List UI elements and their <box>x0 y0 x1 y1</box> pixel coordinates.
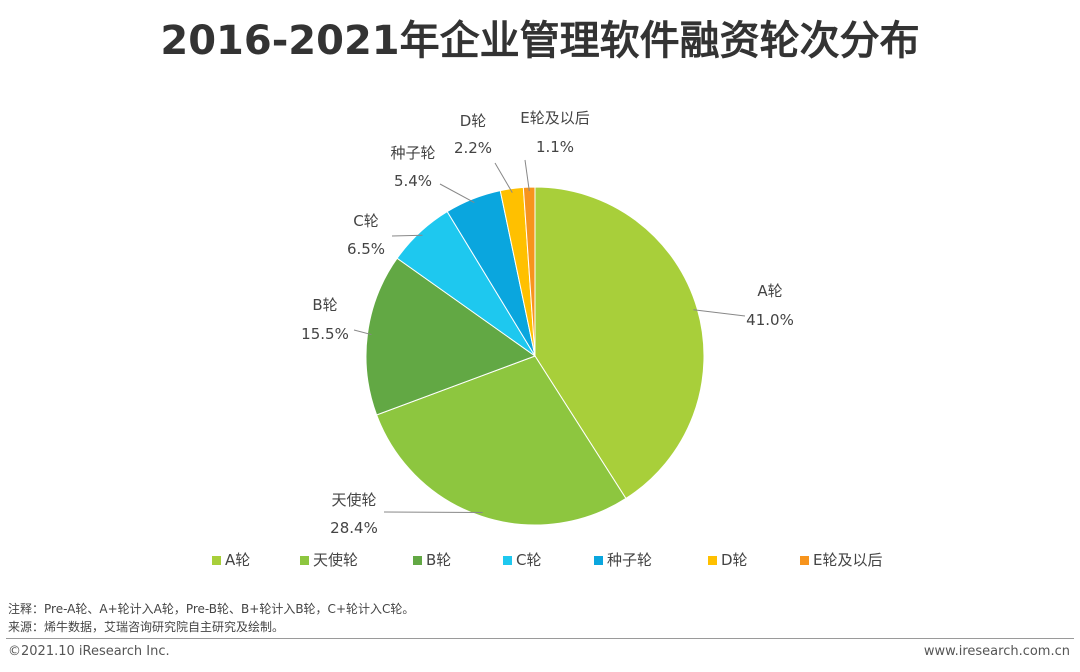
leader-line-5 <box>494 162 513 193</box>
legend-label-6: E轮及以后 <box>813 551 882 569</box>
leader-line-6 <box>524 159 530 192</box>
slice-value-label-2: 15.5% <box>301 325 349 343</box>
slice-value-label-5: 2.2% <box>454 139 492 157</box>
slice-label-2: B轮 <box>312 296 337 314</box>
slice-value-label-6: 1.1% <box>536 138 574 156</box>
legend-label-2: B轮 <box>426 551 451 569</box>
legend-label-5: D轮 <box>721 551 748 569</box>
slice-value-label-4: 5.4% <box>394 172 432 190</box>
slice-label-6: E轮及以后 <box>520 109 589 127</box>
chart-title: 2016-2021年企业管理软件融资轮次分布 <box>160 18 920 64</box>
chart-source: 来源：烯牛数据，艾瑞咨询研究院自主研究及绘制。 <box>8 620 285 634</box>
legend-swatch-3 <box>503 556 512 565</box>
legend-swatch-4 <box>594 556 603 565</box>
slice-value-label-3: 6.5% <box>347 240 385 258</box>
slice-value-label-0: 41.0% <box>746 311 794 329</box>
legend-label-1: 天使轮 <box>313 551 358 569</box>
chart-note: 注释：Pre-A轮、A+轮计入A轮，Pre-B轮、B+轮计入B轮，C+轮计入C轮… <box>8 602 415 616</box>
leader-line-0 <box>693 309 746 317</box>
pie-slice-1 <box>375 355 627 526</box>
slice-label-3: C轮 <box>353 212 378 230</box>
leader-line-3 <box>391 234 423 237</box>
legend-swatch-1 <box>300 556 309 565</box>
pie-slice-2 <box>365 257 537 416</box>
slice-label-5: D轮 <box>460 112 487 130</box>
footer-divider <box>6 638 1074 639</box>
footer-copyright: ©2021.10 iResearch Inc. <box>8 644 170 659</box>
slice-value-label-1: 28.4% <box>330 519 378 537</box>
legend-swatch-0 <box>212 556 221 565</box>
legend-label-0: A轮 <box>225 551 250 569</box>
slice-label-4: 种子轮 <box>390 144 435 162</box>
slice-label-0: A轮 <box>757 282 782 300</box>
leader-line-2 <box>353 329 372 336</box>
legend-label-4: 种子轮 <box>607 551 652 569</box>
leader-line-4 <box>439 183 475 204</box>
slice-label-1: 天使轮 <box>331 491 376 509</box>
legend-swatch-6 <box>800 556 809 565</box>
pie-chart: A轮 41.0% 天使轮 28.4% B轮 15.5% C轮 6.5% 种子轮 5.4% D轮 2.2… <box>212 109 882 569</box>
legend-swatch-2 <box>413 556 422 565</box>
legend-label-3: C轮 <box>516 551 541 569</box>
footer-website: www.iresearch.com.cn <box>923 644 1070 659</box>
pie-slice-0 <box>534 186 705 500</box>
legend-swatch-5 <box>708 556 717 565</box>
